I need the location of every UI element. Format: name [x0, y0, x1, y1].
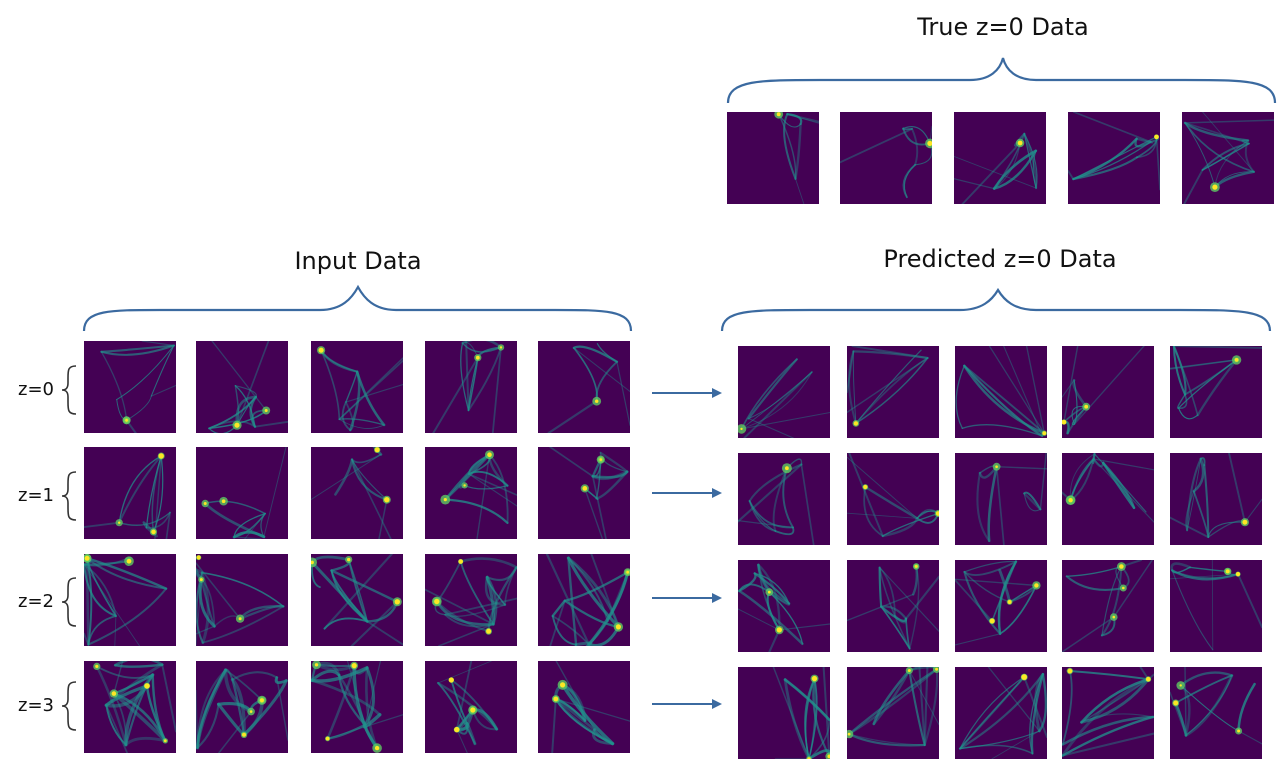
input-image-tile	[311, 661, 403, 753]
row-brace-z1	[61, 471, 77, 521]
predicted-image-tile	[1062, 346, 1154, 438]
predicted-image-tile	[955, 453, 1047, 545]
true-image-tile	[1068, 112, 1160, 204]
input-image-tile	[196, 661, 288, 753]
input-image-tile	[425, 554, 517, 646]
predicted-image-tile	[955, 560, 1047, 652]
predicted-image-tile	[1170, 346, 1262, 438]
predicted-image-tile	[738, 346, 830, 438]
input-image-tile	[538, 447, 630, 539]
predicted-image-tile	[847, 560, 939, 652]
input-image-tile	[84, 341, 176, 433]
input-data-brace	[82, 284, 633, 332]
predicted-image-tile	[955, 346, 1047, 438]
input-image-tile	[84, 661, 176, 753]
input-image-tile	[196, 447, 288, 539]
predicted-image-tile	[1062, 560, 1154, 652]
true-data-brace	[726, 57, 1277, 104]
input-image-tile	[425, 341, 517, 433]
input-image-tile	[538, 341, 630, 433]
input-data-title: Input Data	[294, 247, 422, 275]
predicted-image-tile	[1062, 453, 1154, 545]
input-image-tile	[538, 554, 630, 646]
predicted-image-tile	[847, 453, 939, 545]
true-image-tile	[954, 112, 1046, 204]
input-image-tile	[538, 661, 630, 753]
row-label-z1: z=1	[18, 485, 54, 506]
predicted-image-tile	[738, 560, 830, 652]
row-brace-z2	[61, 577, 77, 627]
predicted-image-tile	[738, 667, 830, 759]
true-image-tile	[840, 112, 932, 204]
row-label-z0: z=0	[18, 379, 54, 400]
true-z0-title: True z=0 Data	[917, 13, 1089, 41]
input-image-tile	[425, 447, 517, 539]
input-image-tile	[84, 447, 176, 539]
input-image-tile	[196, 341, 288, 433]
input-image-tile	[425, 661, 517, 753]
predicted-image-tile	[1170, 667, 1262, 759]
row-brace-z3	[61, 681, 77, 731]
input-image-tile	[311, 341, 403, 433]
row-label-z2: z=2	[18, 591, 54, 612]
predicted-image-tile	[847, 346, 939, 438]
predicted-data-brace	[720, 287, 1272, 332]
predicted-image-tile	[1062, 667, 1154, 759]
row-label-z3: z=3	[18, 695, 54, 716]
true-image-tile	[727, 112, 819, 204]
predicted-image-tile	[955, 667, 1047, 759]
predicted-image-tile	[738, 453, 830, 545]
predicted-image-tile	[847, 667, 939, 759]
predicted-image-tile	[1170, 453, 1262, 545]
input-image-tile	[196, 554, 288, 646]
true-image-tile	[1182, 112, 1274, 204]
input-image-tile	[311, 554, 403, 646]
row-brace-z0	[61, 365, 77, 415]
input-image-tile	[84, 554, 176, 646]
predicted-z0-title: Predicted z=0 Data	[883, 245, 1117, 273]
predicted-image-tile	[1170, 560, 1262, 652]
input-image-tile	[311, 447, 403, 539]
